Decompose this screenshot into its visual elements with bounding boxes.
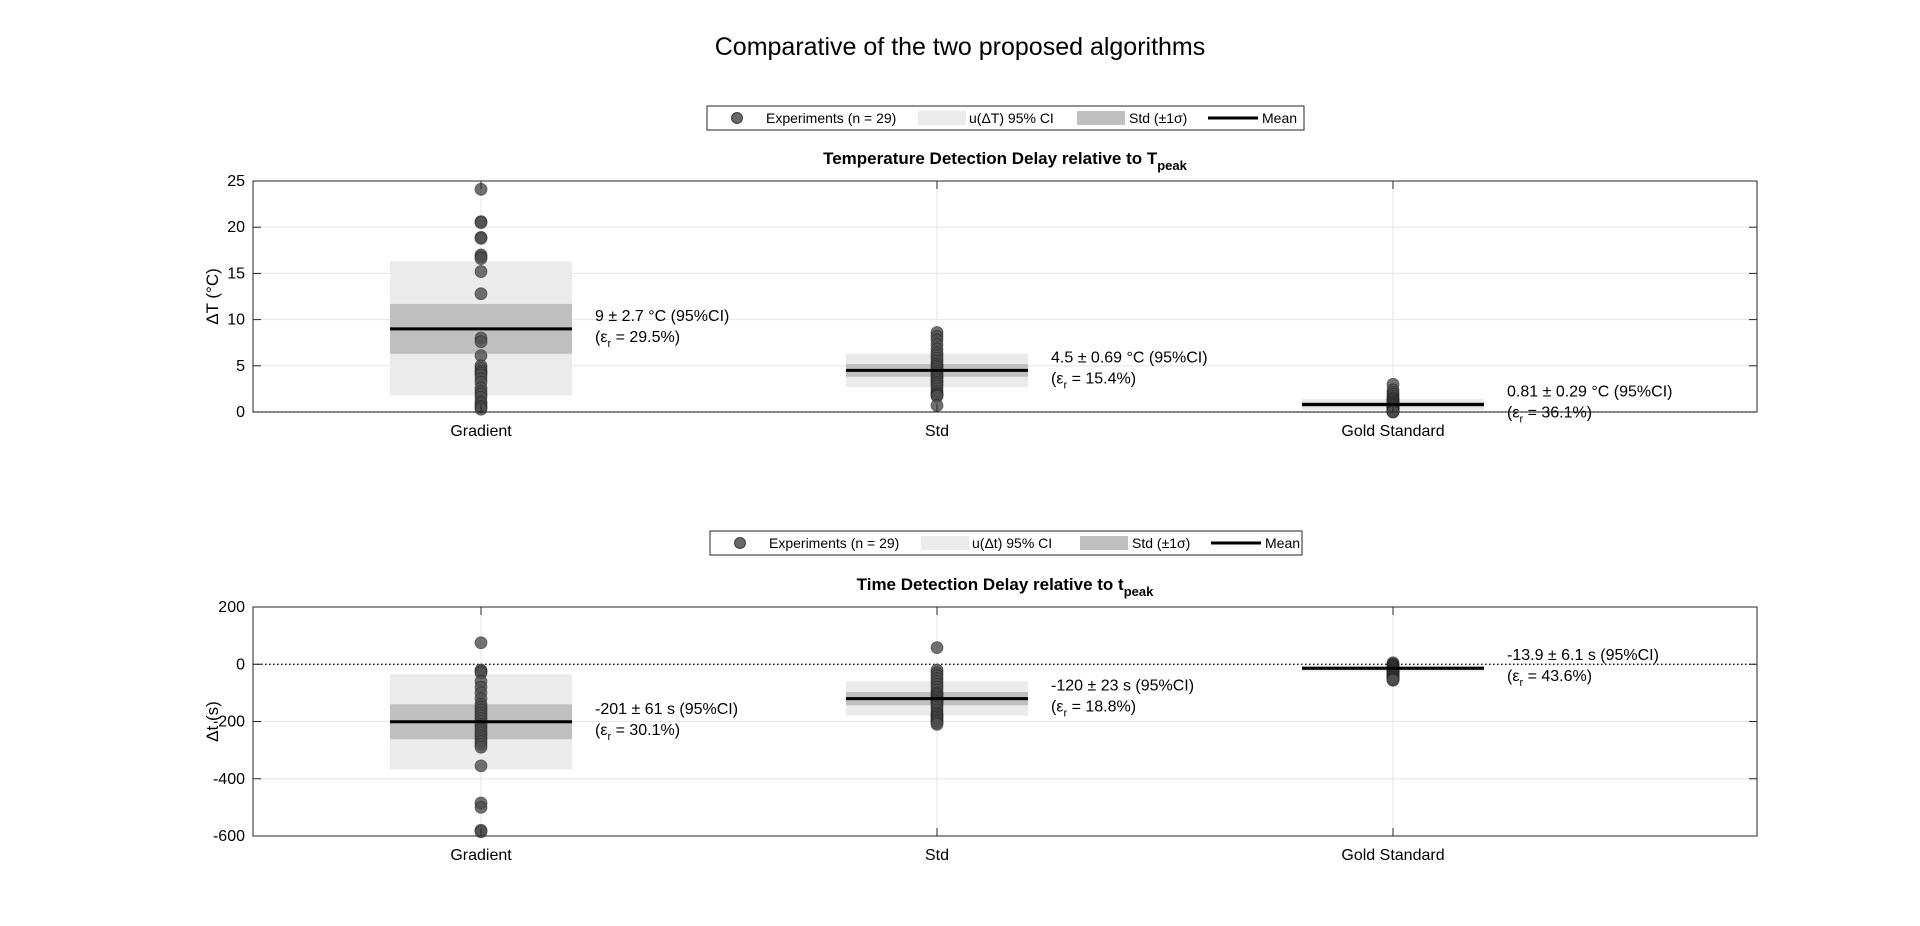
x-tick-label: Gold Standard: [1341, 423, 1444, 440]
annotation-value: 0.81 ± 0.29 °C (95%CI): [1507, 384, 1672, 401]
data-point: [474, 265, 488, 278]
legend-box: [706, 105, 1305, 131]
legend: Experiments (n = 29) u(Δt) 95% CI Std (±1σ…: [709, 530, 1303, 556]
annotation-error: (εr = 43.6%): [1507, 668, 1592, 689]
series-gradient: -201 ± 61 s (95%CI) (εr = 30.1%): [390, 636, 738, 839]
series-gold-standard: 0.81 ± 0.29 °C (95%CI) (εr = 36.1%): [1302, 377, 1672, 426]
y-tick-label: -600: [213, 828, 245, 845]
legend-std-swatch: [1080, 536, 1128, 550]
x-tick-label: Gradient: [450, 847, 512, 864]
data-point: [1386, 673, 1400, 687]
annotation-error: (εr = 36.1%): [1507, 405, 1592, 426]
y-tick-label: 15: [227, 265, 245, 282]
data-point: [474, 636, 488, 650]
legend-label-mean: Mean: [1265, 535, 1300, 551]
legend-label-experiments: Experiments (n = 29): [769, 535, 899, 551]
legend: Experiments (n = 29) u(ΔT) 95% CI Std (±1σ…: [706, 105, 1305, 131]
figure-title: Comparative of the two proposed algorith…: [715, 33, 1206, 61]
axes-box: [252, 180, 1758, 413]
series-std: -120 ± 23 s (95%CI) (εr = 18.8%): [846, 641, 1194, 731]
data-point: [930, 717, 944, 731]
y-tick-label: -400: [213, 771, 245, 788]
legend-ci-swatch: [921, 536, 969, 550]
legend-point-marker: [731, 112, 743, 124]
annotation-value: -120 ± 23 s (95%CI): [1051, 678, 1194, 695]
y-tick-label: 0: [236, 404, 245, 421]
panel-title: Time Detection Delay relative to tpeak: [857, 575, 1154, 599]
y-tick-label: 25: [227, 173, 245, 190]
x-tick-label: Gradient: [450, 423, 512, 440]
x-tick-label: Std: [925, 423, 949, 440]
series-std: 4.5 ± 0.69 °C (95%CI) (εr = 15.4%): [846, 326, 1208, 412]
x-tick-label: Gold Standard: [1341, 847, 1444, 864]
legend-label-experiments: Experiments (n = 29): [766, 110, 896, 126]
legend-label-std: Std (±1σ): [1129, 110, 1187, 126]
legend-box: [709, 530, 1303, 556]
series-gold-standard: -13.9 ± 6.1 s (95%CI) (εr = 43.6%): [1302, 647, 1659, 689]
x-tick-label: Std: [925, 847, 949, 864]
annotation-error: (εr = 30.1%): [595, 722, 680, 743]
data-point: [474, 740, 488, 754]
legend-label-std: Std (±1σ): [1132, 535, 1190, 551]
legend-ci-swatch: [918, 111, 966, 125]
data-point: [474, 800, 488, 814]
annotation-error: (εr = 15.4%): [1051, 370, 1136, 391]
data-point: [474, 216, 488, 229]
data-point: [474, 287, 488, 301]
y-tick-label: -200: [213, 714, 245, 731]
data-point: [474, 252, 488, 266]
data-point: [930, 641, 944, 655]
y-tick-label: 20: [227, 219, 245, 236]
data-point: [474, 231, 488, 245]
y-tick-label: 10: [227, 312, 245, 329]
panel-2: -201 ± 61 s (95%CI) (εr = 30.1%) -120 ± 23…: [203, 530, 1758, 864]
panel-1: 9 ± 2.7 °C (95%CI) (εr = 29.5%) 4.5 ± 0.69…: [203, 105, 1758, 440]
annotation-value: 9 ± 2.7 °C (95%CI): [595, 308, 729, 325]
panel-title: Temperature Detection Delay relative to …: [823, 149, 1188, 173]
legend-label-mean: Mean: [1262, 110, 1297, 126]
annotation-value: -13.9 ± 6.1 s (95%CI): [1507, 647, 1659, 664]
annotation-value: -201 ± 61 s (95%CI): [595, 701, 738, 718]
data-point: [474, 335, 488, 349]
y-axis-label: ΔT (°C): [203, 268, 222, 325]
y-tick-label: 0: [236, 656, 245, 673]
legend-label-ci: u(Δt) 95% CI: [972, 535, 1052, 551]
y-axis-label: Δt (s): [203, 701, 222, 742]
annotation-error: (εr = 18.8%): [1051, 699, 1136, 720]
legend-point-marker: [734, 537, 746, 549]
y-tick-label: 200: [218, 599, 245, 616]
legend-label-ci: u(ΔT) 95% CI: [969, 110, 1054, 126]
annotation-value: 4.5 ± 0.69 °C (95%CI): [1051, 349, 1208, 366]
data-point: [474, 759, 488, 773]
annotation-error: (εr = 29.5%): [595, 329, 680, 350]
y-tick-label: 5: [236, 358, 245, 375]
series-gradient: 9 ± 2.7 °C (95%CI) (εr = 29.5%): [390, 182, 729, 416]
legend-std-swatch: [1077, 111, 1125, 125]
